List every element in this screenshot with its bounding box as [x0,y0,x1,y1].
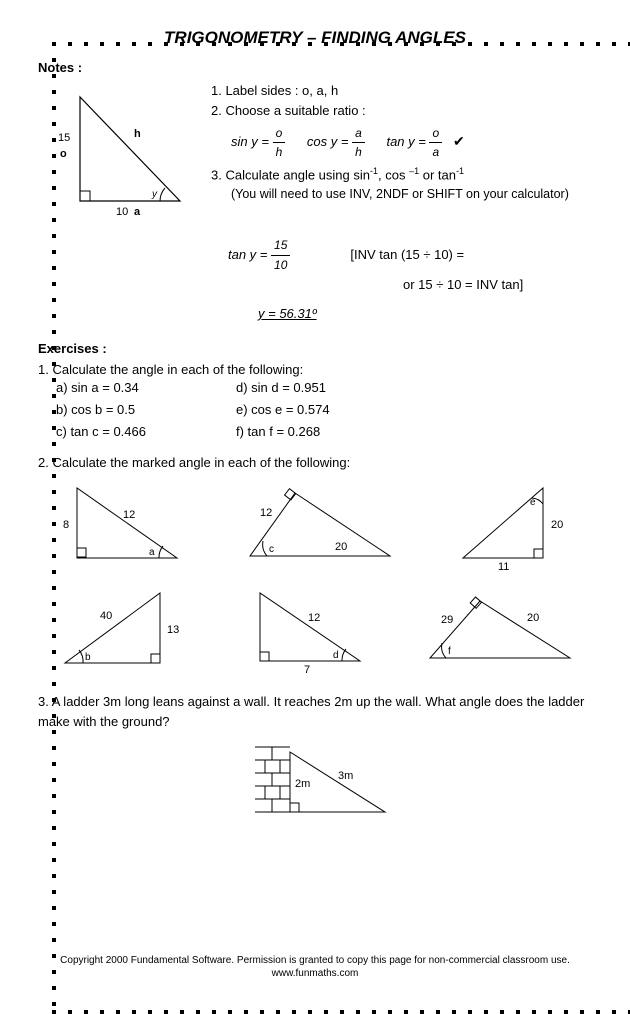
svg-text:h: h [134,128,141,140]
svg-text:3m: 3m [338,770,353,782]
svg-text:a: a [149,547,155,558]
step1: 1. Label sides : o, a, h [211,81,569,101]
step3-note: (You will need to use INV, 2NDF or SHIFT… [211,185,569,204]
svg-text:b: b [85,652,91,663]
notes-heading: Notes : [38,60,592,75]
ex1-d: d) sin d = 0.951 [236,377,330,399]
ex2-question: 2. Calculate the marked angle in each of… [38,455,592,470]
svg-text:15: 15 [58,132,70,144]
check-icon: ✔ [453,133,465,149]
svg-text:y: y [151,189,158,200]
example-triangle: 15 o h 10 a y [38,81,193,226]
triangle-b: 40 13 b [45,583,195,678]
notes-block: 15 o h 10 a y 1. Label sides : o, a, h 2… [38,81,592,226]
svg-text:a: a [134,206,141,218]
copyright: Copyright 2000 Fundamental Software. Per… [0,954,630,967]
triangle-a: 8 12 a [47,478,197,573]
exercises-heading: Exercises : [38,341,592,356]
ex1-e: e) cos e = 0.574 [236,399,330,421]
svg-text:7: 7 [304,664,310,676]
triangle-f: 29 20 f [415,583,585,678]
triangle-c: 12 20 c [235,478,405,573]
ladder-diagram: 2m 3m [38,737,592,835]
svg-text:c: c [269,544,274,555]
svg-text:d: d [333,650,339,661]
svg-text:20: 20 [551,519,563,531]
svg-text:13: 13 [167,624,179,636]
triangle-e2: 12 7 d [230,583,380,678]
worked-example: tan y = 1510 [INV tan (15 ÷ 10) = or 15 … [228,236,592,325]
svg-text:12: 12 [308,612,320,624]
step3: 3. Calculate angle using sin-1, cos –1 o… [211,165,569,185]
svg-text:20: 20 [527,612,539,624]
ex1-f: f) tan f = 0.268 [236,421,330,443]
answer: y = 56.31º [258,304,592,325]
svg-text:12: 12 [123,509,135,521]
ex3-question: 3. A ladder 3m long leans against a wall… [38,692,592,731]
svg-text:o: o [60,148,67,160]
steps: 1. Label sides : o, a, h 2. Choose a sui… [211,81,569,226]
ex1-question: 1. Calculate the angle in each of the fo… [38,362,592,377]
triangle-e: 20 11 e [443,478,583,573]
exercise-1: 1. Calculate the angle in each of the fo… [38,362,592,443]
svg-text:8: 8 [63,519,69,531]
svg-text:40: 40 [100,610,112,622]
svg-text:f: f [448,646,451,657]
page-title: TRIGONOMETRY – FINDING ANGLES [38,28,592,48]
svg-text:10: 10 [116,206,128,218]
ratios-row: sin y = oh cos y = ah tan y = oa ✔ [211,124,569,161]
ex1-b: b) cos b = 0.5 [56,399,146,421]
svg-text:e: e [530,497,536,508]
footer: Copyright 2000 Fundamental Software. Per… [0,954,630,980]
svg-text:29: 29 [441,614,453,626]
svg-text:2m: 2m [295,778,310,790]
website: www.funmaths.com [0,967,630,980]
step2: 2. Choose a suitable ratio : [211,101,569,121]
svg-text:12: 12 [260,507,272,519]
svg-text:20: 20 [335,541,347,553]
ex1-a: a) sin a = 0.34 [56,377,146,399]
triangle-grid: 8 12 a 12 20 c 20 11 e 40 13 b 12 7 d [38,478,592,678]
ex1-c: c) tan c = 0.466 [56,421,146,443]
svg-text:11: 11 [498,561,509,573]
